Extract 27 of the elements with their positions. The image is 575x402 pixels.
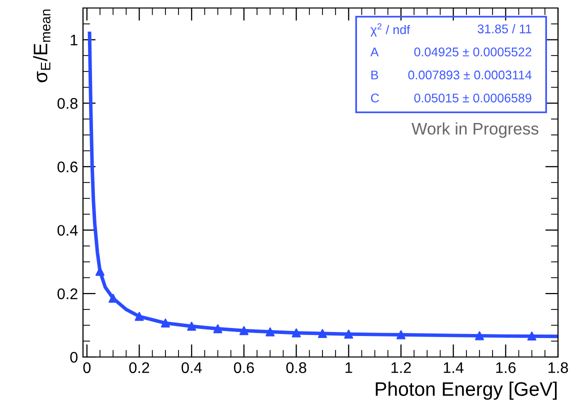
y-tick-label: 0.8 [58, 98, 78, 109]
y-tick-label: 0 [70, 352, 78, 363]
x-axis-title: Photon Energy [GeV] [376, 382, 557, 400]
annotation: χ$^{2}$ / ndf [370, 23, 410, 37]
y-tick-label: 0.2 [58, 288, 78, 300]
x-tick-label: 0.2 [129, 362, 150, 374]
annotation: A [370, 48, 379, 56]
y-tick-label: 1 [70, 34, 78, 46]
x-tick-label: 1 [346, 362, 352, 373]
x-tick-label: 0.8 [286, 362, 306, 374]
x-tick-label: 1.8 [548, 362, 568, 374]
x-tick-label: 1.6 [496, 362, 516, 374]
x-tick-label: 0.4 [182, 362, 202, 374]
x-tick-label: 1.4 [444, 362, 464, 373]
x-tick-label: 0.6 [234, 362, 254, 374]
y-axis-title: σ$_{E}$/E$_{mean}$ [33, 10, 50, 82]
y-tick-label: 0.6 [58, 162, 78, 172]
y-tick-label: 0.4 [58, 224, 78, 236]
x-tick-label: 1.2 [392, 362, 411, 373]
annotation: 0.007893 ± 0.0003114 [408, 70, 532, 80]
annotation: Work in Progress [412, 122, 538, 138]
annotation: 0.04925 ± 0.0005522 [414, 48, 532, 56]
x-tick-label: 0 [83, 362, 91, 374]
annotation: C [371, 94, 379, 102]
annotation: B [371, 70, 378, 80]
annotation: 31.85 / 11 [478, 24, 532, 34]
annotation: 0.05015 ± 0.0006589 [414, 94, 532, 102]
